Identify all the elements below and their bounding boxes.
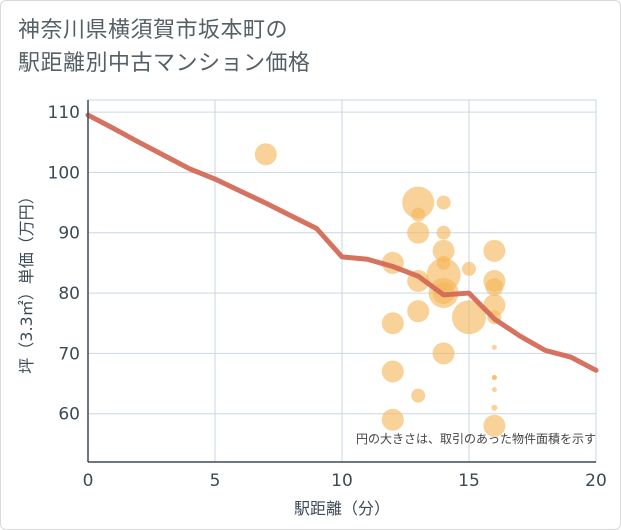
scatter-bubble	[436, 195, 451, 210]
trend-line	[85, 112, 599, 373]
y-tick-label: 80	[58, 284, 80, 304]
x-axis-label: 駅距離（分）	[294, 499, 390, 518]
scatter-bubble	[407, 300, 430, 323]
chart-title: 神奈川県横須賀市坂本町の 駅距離別中古マンション価格	[18, 14, 311, 80]
scatter-bubble	[381, 408, 404, 431]
scatter-bubble	[491, 387, 497, 393]
scatter-bubble	[381, 360, 404, 383]
scatter-bubble	[436, 225, 451, 240]
x-tick-label: 15	[458, 471, 480, 491]
scatter-bubble	[407, 221, 430, 244]
bubble-size-note: 円の大きさは、取引のあった物件面積を示す	[356, 431, 596, 446]
scatter-bubble	[491, 375, 497, 381]
scatter-bubble	[254, 143, 277, 166]
scatter-bubble	[432, 342, 455, 365]
trend-line-group	[85, 112, 599, 373]
x-tick-label: 10	[331, 471, 353, 491]
scatter-bubble	[491, 404, 498, 411]
scatter-bubble	[411, 207, 426, 222]
y-axis-label: 坪（3.3㎡）単価（万円）	[17, 188, 36, 373]
transaction-bubbles	[254, 143, 506, 437]
scatter-bubble	[381, 312, 404, 335]
x-tick-label: 20	[585, 471, 607, 491]
scatter-bubble	[483, 239, 506, 262]
chart-title-line-1: 神奈川県横須賀市坂本町の	[18, 18, 289, 43]
scatter-bubble	[411, 388, 426, 403]
scatter-bubble	[452, 300, 486, 335]
x-tick-label: 5	[210, 471, 221, 491]
chart-title-line-2: 駅距離別中古マンション価格	[18, 51, 311, 76]
scatter-bubble	[432, 239, 455, 262]
axes: 60 70 80 90 100 110 0 5 10 15 20	[48, 100, 607, 491]
y-tick-label: 90	[58, 224, 80, 244]
scatter-bubble	[402, 186, 435, 219]
scatter-bubble	[485, 278, 504, 297]
scatter-bubble	[491, 344, 497, 350]
y-tick-label: 60	[58, 405, 80, 425]
scatter-bubble	[483, 414, 506, 437]
y-tick-label: 110	[48, 103, 80, 123]
y-tick-label: 70	[58, 344, 80, 364]
scatter-bubble	[462, 261, 476, 276]
y-tick-label: 100	[48, 163, 80, 183]
x-tick-label: 0	[83, 471, 94, 491]
